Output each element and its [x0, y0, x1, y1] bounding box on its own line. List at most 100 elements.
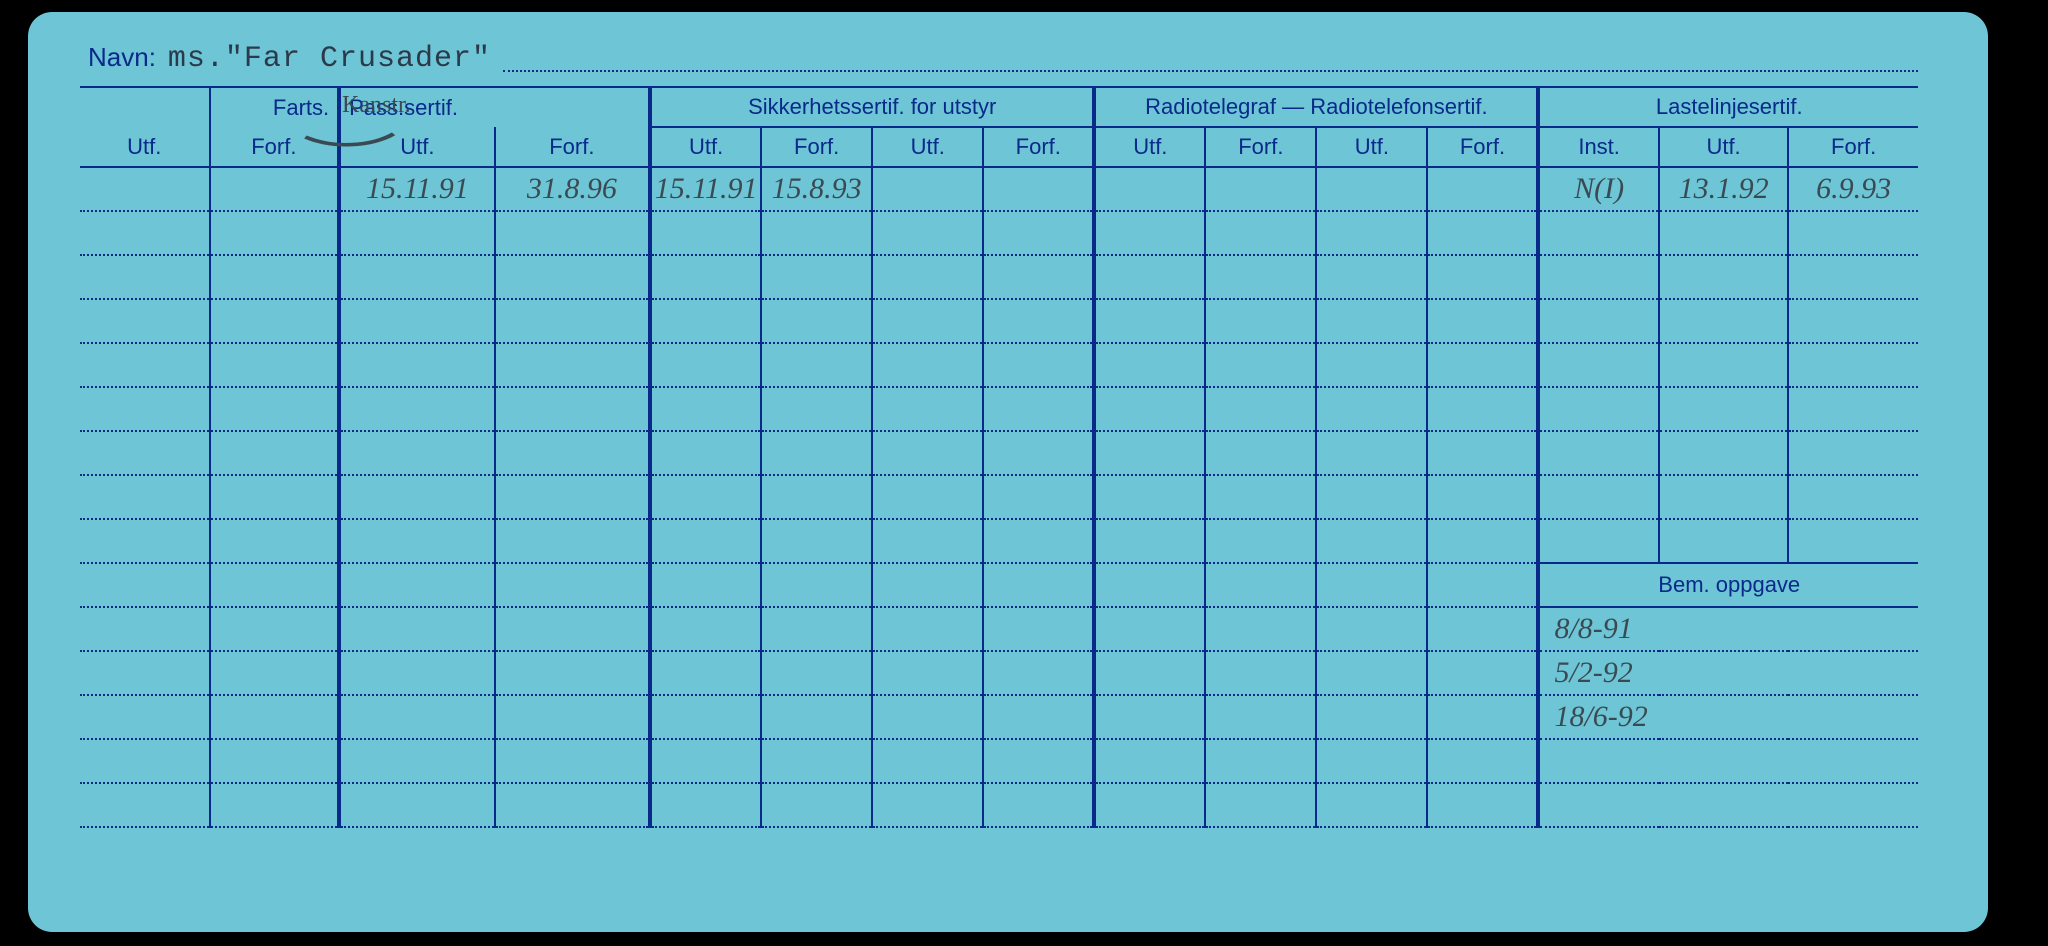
cell [210, 783, 340, 827]
cell [761, 607, 872, 651]
hand-entry: 8/8-91 [1554, 612, 1632, 645]
cell [1659, 343, 1789, 387]
cell [1538, 387, 1658, 431]
cell [872, 167, 983, 211]
cell [983, 739, 1094, 783]
cell [1427, 343, 1538, 387]
col-inst: Inst. [1538, 127, 1658, 167]
cell [1316, 211, 1427, 255]
cell [1316, 475, 1427, 519]
col-forf: Forf. [983, 127, 1094, 167]
cell [983, 695, 1094, 739]
cell [80, 167, 210, 211]
table-row [80, 211, 1918, 255]
bem-cell: 5/2-92 [1538, 651, 1918, 695]
cell [80, 695, 210, 739]
cell [1538, 343, 1658, 387]
cell [1427, 651, 1538, 695]
cell [210, 563, 340, 607]
bem-oppgave-header: Bem. oppgave [1538, 563, 1918, 607]
cell [339, 211, 494, 255]
cell: 31.8.96 [495, 167, 650, 211]
cell [339, 607, 494, 651]
cell [1538, 299, 1658, 343]
cell [339, 651, 494, 695]
cell [761, 695, 872, 739]
cell [1205, 167, 1316, 211]
cell [650, 475, 761, 519]
cell [1205, 299, 1316, 343]
cell [339, 255, 494, 299]
table-row: 8/8-91 [80, 607, 1918, 651]
cell [80, 211, 210, 255]
cell [1788, 299, 1918, 343]
col-utf: Utf. [80, 127, 210, 167]
cell [983, 783, 1094, 827]
cell [1094, 475, 1205, 519]
table-row [80, 739, 1918, 783]
table-row [80, 431, 1918, 475]
cell [80, 299, 210, 343]
cell [1538, 431, 1658, 475]
cell [761, 255, 872, 299]
cell [1427, 739, 1538, 783]
cell [761, 563, 872, 607]
cell [1205, 475, 1316, 519]
cell [210, 255, 340, 299]
group-pass: Pass.sertif. [339, 88, 650, 127]
cell: 15.11.91 [339, 167, 494, 211]
cell [1427, 519, 1538, 563]
cell: 6.9.93 [1788, 167, 1918, 211]
cell [1316, 299, 1427, 343]
cell [495, 343, 650, 387]
cell [1316, 695, 1427, 739]
cell [1205, 783, 1316, 827]
navn-label: Navn: [88, 42, 156, 73]
cell [1205, 519, 1316, 563]
cell [1538, 519, 1658, 563]
cell [80, 255, 210, 299]
cell [339, 519, 494, 563]
hand-entry: 13.1.92 [1679, 172, 1769, 205]
cell [1205, 255, 1316, 299]
cell [650, 607, 761, 651]
table-row [80, 299, 1918, 343]
col-utf: Utf. [650, 127, 761, 167]
cell [210, 519, 340, 563]
cell [80, 431, 210, 475]
cell [983, 387, 1094, 431]
cell [650, 255, 761, 299]
hand-entry: 6.9.93 [1816, 172, 1891, 205]
cell [983, 343, 1094, 387]
cell [495, 695, 650, 739]
cell [495, 607, 650, 651]
cell [1427, 167, 1538, 211]
cell [650, 651, 761, 695]
cell [1427, 431, 1538, 475]
group-radio: Radiotelegraf — Radiotelefonsertif. [1094, 88, 1538, 127]
cell [1316, 343, 1427, 387]
cell [761, 343, 872, 387]
cell [1094, 739, 1205, 783]
cell [872, 387, 983, 431]
col-forf: Forf. [1788, 127, 1918, 167]
cell [872, 211, 983, 255]
cell [761, 519, 872, 563]
cell [650, 519, 761, 563]
cell [1094, 211, 1205, 255]
col-forf: Forf. [1205, 127, 1316, 167]
cell [339, 299, 494, 343]
group-blank [80, 88, 210, 127]
cell: 15.8.93 [761, 167, 872, 211]
cell: 15.11.91 [650, 167, 761, 211]
col-utf: Utf. [1659, 127, 1789, 167]
cell [210, 475, 340, 519]
col-forf: Forf. [495, 127, 650, 167]
cell [872, 607, 983, 651]
cell [1205, 343, 1316, 387]
cell [1205, 695, 1316, 739]
cell [761, 431, 872, 475]
cell [1316, 431, 1427, 475]
cell [761, 475, 872, 519]
cell: N(I) [1538, 167, 1658, 211]
